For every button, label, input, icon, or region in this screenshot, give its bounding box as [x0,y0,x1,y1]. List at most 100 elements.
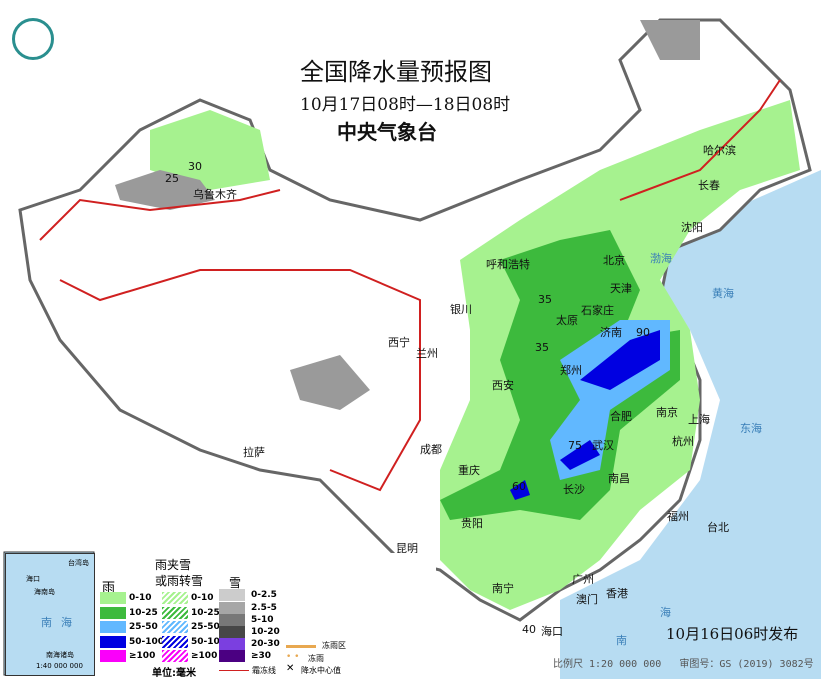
legend-label: 25-50 [191,622,220,632]
city-label: 台北 [707,521,729,534]
city-label: 郑州 [560,364,582,377]
cross-icon: ✕ [286,663,295,674]
legend-label: 10-25 [191,608,220,618]
city-label: 北京 [603,254,625,267]
city-label: 成都 [420,443,442,456]
precip-center-value: 90 [636,326,650,339]
inset-label: 台湾岛 [68,559,89,567]
city-label: 哈尔滨 [703,144,736,157]
scale-text: 比例尺 1:20 000 000 [553,659,662,670]
city-label: 石家庄 [581,304,614,317]
city-label: 福州 [667,510,689,523]
sea-label: 海 [660,606,671,619]
legend-label: 2.5-5 [251,603,277,613]
city-label: 天津 [610,282,632,295]
issuer: 中央气象台 [337,120,437,144]
legend-snow-title: 雪 [229,576,242,590]
city-label: 拉萨 [243,446,265,459]
sea-label: 黄海 [712,287,734,300]
rain-area-rainstorm [510,330,660,500]
city-label: 杭州 [672,435,694,448]
rain-area-moderate [440,230,680,520]
legend-swatch [162,607,188,619]
city-label: 贵阳 [461,517,483,530]
city-label: 香港 [606,587,628,600]
city-label: 广州 [572,573,594,586]
inset-label: 海南岛 [34,588,55,596]
legend-label: 0-10 [129,593,152,603]
city-label: 武汉 [592,439,614,452]
legend-swatch [219,650,245,662]
legend-label: ≥30 [251,651,272,661]
forecast-period: 10月17日08时—18日08时 [300,95,511,115]
cma-logo-icon [12,18,54,60]
legend-swatch [100,592,126,604]
city-label: 上海 [688,413,710,426]
map-approval-number: 审图号：GS (2019) 3082号 [679,659,814,670]
legend-sleet-title: 或雨转雪 [155,574,204,588]
legend-label: 10-20 [251,627,280,637]
sea-label: 渤海 [650,252,672,265]
freezing-rain-dots-icon: • • [286,652,300,662]
city-label: 济南 [600,326,622,339]
legend-sleet-title: 雨夹雪 [155,558,192,572]
city-label: 昆明 [396,542,418,555]
legend-label: 降水中心值 [301,666,341,675]
legend-swatch [162,592,188,604]
legend-swatch [162,636,188,648]
frost-line-icon [219,670,249,671]
precip-center-value: 40 [522,623,536,636]
legend-label: 冻雨 [308,654,324,663]
city-label: 海口 [541,625,563,638]
legend-label: 20-30 [251,639,280,649]
inset-name: 南海诸岛 [46,651,74,659]
legend-label: 0-2.5 [251,590,277,600]
sea-area [560,170,821,679]
legend-swatch [100,621,126,633]
legend-swatch [219,638,245,650]
legend-swatch [100,650,126,662]
legend-label: 25-50 [129,622,158,632]
city-label: 银川 [450,303,472,316]
inset-sea-label: 南 [41,616,52,629]
precip-center-value: 60 [512,480,526,493]
rain-area-light-nw [150,110,270,190]
city-label: 乌鲁木齐 [193,188,237,201]
south-china-sea-inset: 台湾岛 海口 海南岛 南 海 南海诸岛 1:40 000 000 [5,553,95,676]
city-label: 南宁 [492,582,514,595]
legend-label: ≥100 [129,651,156,661]
legend-label: ≥100 [191,651,218,661]
legend-label: 5-10 [251,615,274,625]
legend-swatch [100,636,126,648]
inset-label: 海口 [26,575,40,583]
freezing-rain-area-line-icon [286,645,316,648]
city-label: 合肥 [610,410,632,423]
legend-label: 10-25 [129,608,158,618]
legend: 雨 0-10 10-25 25-50 50-100 ≥100 雨夹雪 或雨转雪 … [96,553,436,679]
sea-label: 南 [616,634,627,647]
city-label: 澳门 [576,593,598,606]
publish-time: 10月16日06时发布 [666,625,799,643]
legend-label: 50-100 [129,637,165,647]
city-label: 南昌 [608,472,630,485]
legend-label: 霜冻线 [252,666,276,675]
frost-line [39,79,781,492]
city-label: 重庆 [458,464,480,477]
city-label: 西安 [492,379,514,392]
legend-label: 冻雨区 [322,641,346,650]
map-scale: 比例尺 1:20 000 000 审图号：GS (2019) 3082号 [553,655,814,670]
legend-swatch [100,607,126,619]
sea-label: 东海 [740,422,762,435]
city-label: 西宁 [388,336,410,349]
city-label: 呼和浩特 [486,258,530,271]
city-label: 太原 [556,314,578,327]
legend-swatch [219,626,245,638]
precip-center-value: 30 [188,160,202,173]
inset-scale: 1:40 000 000 [36,662,83,670]
precip-center-value: 35 [538,293,552,306]
legend-label: 0-10 [191,593,214,603]
city-label: 南京 [656,406,678,419]
legend-swatch [162,621,188,633]
city-label: 长春 [698,179,720,192]
